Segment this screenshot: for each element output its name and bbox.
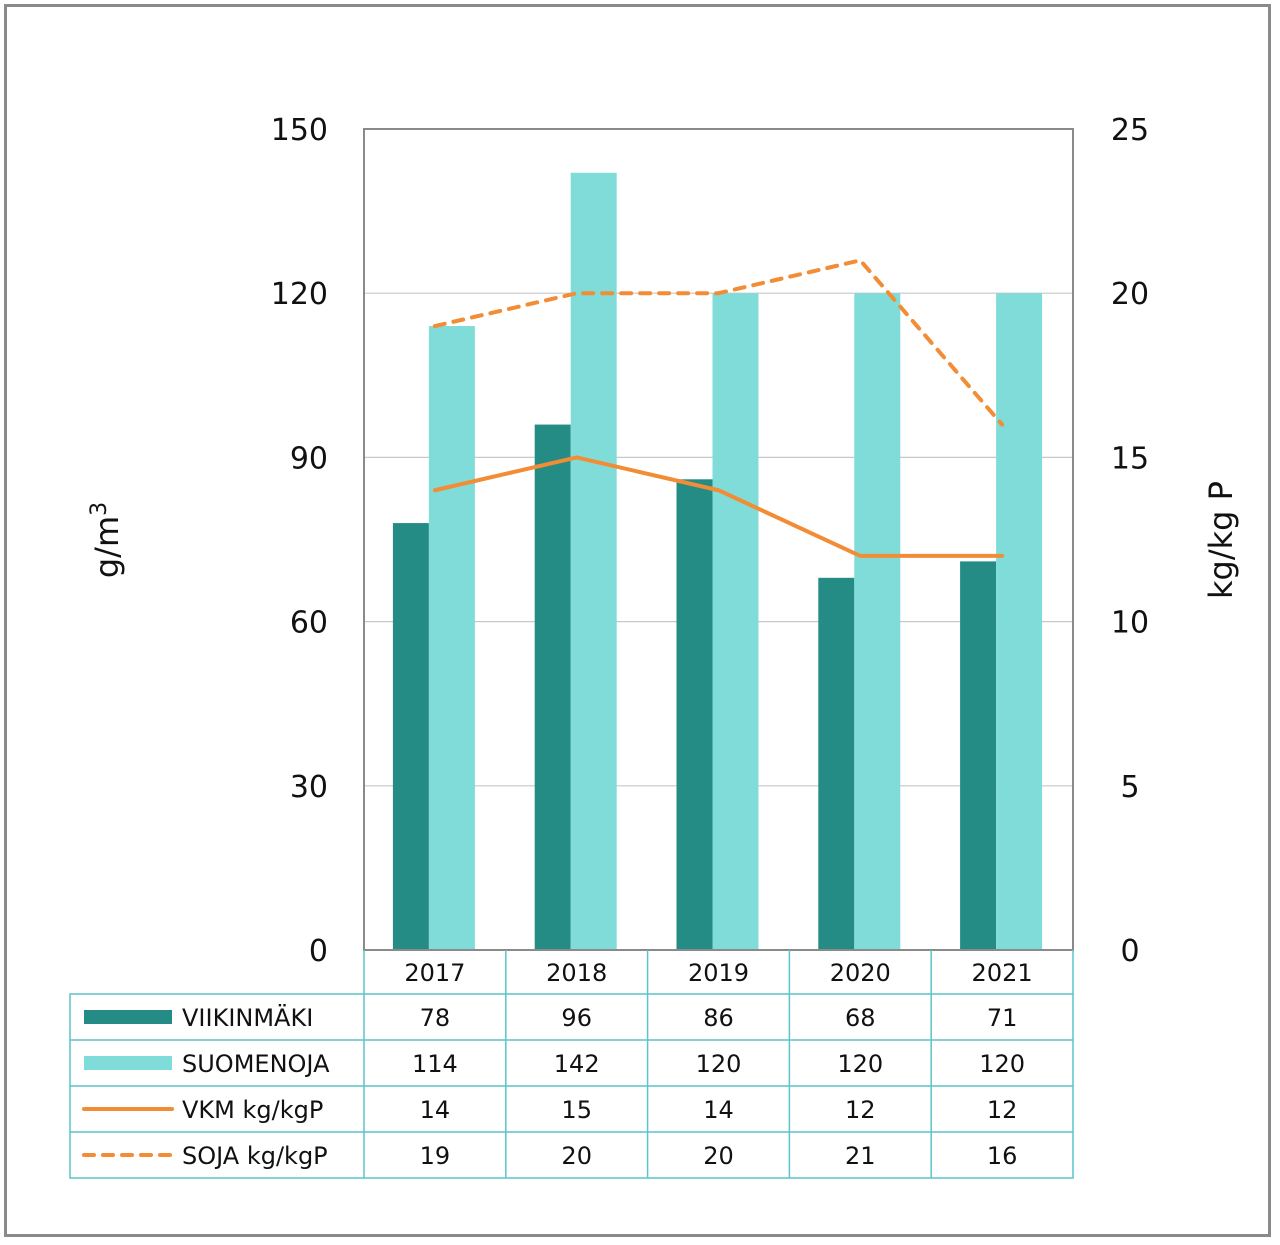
table-cell-value: 78 xyxy=(420,1004,451,1032)
table-cell-value: 16 xyxy=(987,1142,1018,1170)
legend-swatch xyxy=(84,1010,172,1024)
table-cell-value: 114 xyxy=(412,1050,458,1078)
table-cell-value: 142 xyxy=(554,1050,600,1078)
table-cell-value: 20 xyxy=(561,1142,592,1170)
left-axis-tick-label: 30 xyxy=(290,770,328,805)
bar-viikinmaki-2017 xyxy=(393,523,429,950)
left-axis-tick-label: 150 xyxy=(271,113,328,148)
table-cell-value: 120 xyxy=(837,1050,883,1078)
table-cell-value: 20 xyxy=(703,1142,734,1170)
legend-label: SOJA kg/kgP xyxy=(182,1142,328,1170)
bar-viikinmaki-2018 xyxy=(535,425,571,950)
bar-suomenoja-2021 xyxy=(996,293,1042,950)
bar-viikinmaki-2020 xyxy=(818,578,854,950)
legend-label: VKM kg/kgP xyxy=(182,1096,323,1124)
right-axis-ticks: 0 5 10 15 20 25 xyxy=(1111,113,1149,969)
right-axis-title: kg/kg P xyxy=(1202,481,1240,599)
bars xyxy=(393,173,1042,950)
table-cell-value: 12 xyxy=(845,1096,876,1124)
table-cell-value: 86 xyxy=(703,1004,734,1032)
left-axis-tick-label: 120 xyxy=(271,277,328,312)
right-axis-tick-label: 5 xyxy=(1120,770,1139,805)
table-cell-value: 21 xyxy=(845,1142,876,1170)
x-axis-category-label: 2018 xyxy=(546,959,607,987)
table-cell-value: 96 xyxy=(561,1004,592,1032)
right-axis-tick-label: 20 xyxy=(1111,277,1149,312)
x-axis-category-label: 2019 xyxy=(688,959,749,987)
bar-suomenoja-2020 xyxy=(854,293,900,950)
right-axis-tick-label: 0 xyxy=(1120,934,1139,969)
left-axis-tick-label: 60 xyxy=(290,606,328,641)
table-cell-value: 120 xyxy=(696,1050,742,1078)
left-axis-tick-label: 90 xyxy=(290,441,328,476)
x-axis-category-label: 2021 xyxy=(972,959,1033,987)
legend-swatch xyxy=(84,1056,172,1070)
left-axis-title-superscript: 3 xyxy=(87,502,112,516)
right-axis-tick-label: 25 xyxy=(1111,113,1149,148)
legend-label: SUOMENOJA xyxy=(182,1050,330,1078)
bar-viikinmaki-2019 xyxy=(677,479,713,950)
bar-viikinmaki-2021 xyxy=(960,561,996,950)
bar-suomenoja-2018 xyxy=(571,173,617,950)
table-cell-value: 14 xyxy=(703,1096,734,1124)
left-axis-tick-label: 0 xyxy=(309,934,328,969)
left-axis-ticks: 0 30 60 90 120 150 xyxy=(271,113,328,969)
table-cell-value: 120 xyxy=(979,1050,1025,1078)
x-axis-category-label: 2017 xyxy=(404,959,465,987)
left-axis-title-text: g/m xyxy=(88,516,126,578)
left-axis-title: g/m3 xyxy=(87,502,126,578)
x-axis-category-label: 2020 xyxy=(830,959,891,987)
bar-suomenoja-2019 xyxy=(713,293,759,950)
table-cell-value: 19 xyxy=(420,1142,451,1170)
table-cell-value: 14 xyxy=(420,1096,451,1124)
table-cell-value: 68 xyxy=(845,1004,876,1032)
bar-suomenoja-2017 xyxy=(429,326,475,950)
table-cell-value: 15 xyxy=(561,1096,592,1124)
right-axis-tick-label: 10 xyxy=(1111,606,1149,641)
table-cell-value: 71 xyxy=(987,1004,1018,1032)
legend-label: VIIKINMÄKI xyxy=(182,1003,313,1032)
table-cell-value: 12 xyxy=(987,1096,1018,1124)
right-axis-tick-label: 15 xyxy=(1111,441,1149,476)
